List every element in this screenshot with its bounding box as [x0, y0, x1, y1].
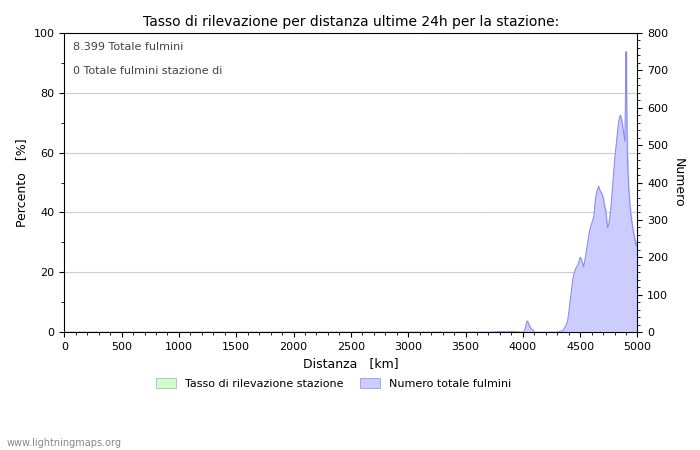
Text: 0 Totale fulmini stazione di: 0 Totale fulmini stazione di	[73, 66, 223, 76]
Title: Tasso di rilevazione per distanza ultime 24h per la stazione:: Tasso di rilevazione per distanza ultime…	[143, 15, 559, 29]
Text: www.lightningmaps.org: www.lightningmaps.org	[7, 438, 122, 448]
X-axis label: Distanza   [km]: Distanza [km]	[303, 357, 399, 370]
Text: 8.399 Totale fulmini: 8.399 Totale fulmini	[73, 42, 183, 52]
Legend: Tasso di rilevazione stazione, Numero totale fulmini: Tasso di rilevazione stazione, Numero to…	[152, 374, 516, 393]
Y-axis label: Numero: Numero	[672, 158, 685, 207]
Y-axis label: Percento   [%]: Percento [%]	[15, 138, 28, 227]
